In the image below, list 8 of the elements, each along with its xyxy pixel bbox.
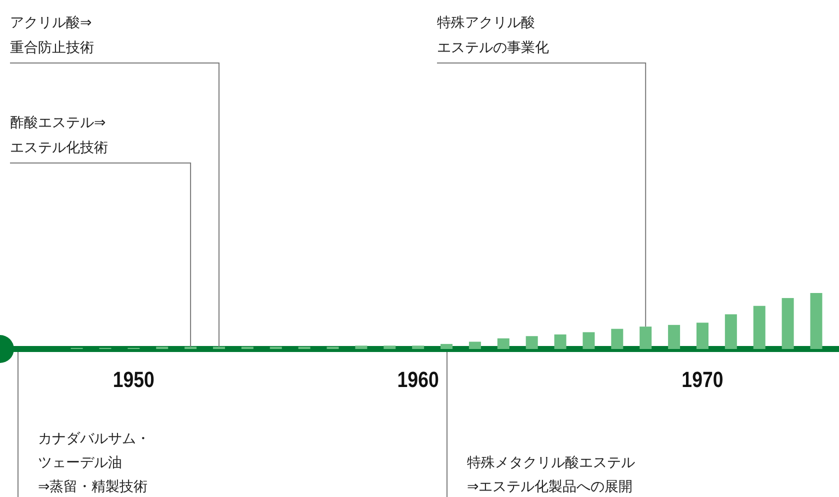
x-tick-label: 1970 [682,368,724,392]
x-tick-label: 1960 [397,368,439,392]
annotation: 酢酸エステル⇒エステル化技術 [10,115,108,156]
annotation: アクリル酸⇒重合防止技術 [10,15,94,56]
annotation: 特殊アクリル酸エステルの事業化 [437,15,549,56]
x-tick-label: 1950 [112,368,154,392]
text: カナダバルサム・ツェーデル油⇒蒸留・精製技術 [38,431,150,495]
text: 特殊メタクリル酸エステル⇒エステル化製品への展開 [467,455,635,495]
